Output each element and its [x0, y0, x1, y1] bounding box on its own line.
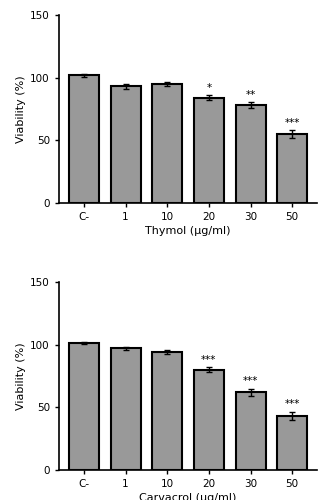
Bar [111, 86, 141, 203]
Bar [152, 352, 182, 470]
Bar [152, 84, 182, 203]
Text: *: * [206, 82, 212, 92]
Y-axis label: Viability (%): Viability (%) [16, 342, 26, 410]
Text: ***: *** [284, 399, 300, 409]
Text: **: ** [245, 90, 256, 100]
Text: ***: *** [243, 376, 258, 386]
Bar [235, 105, 266, 203]
Y-axis label: Viability (%): Viability (%) [16, 75, 26, 143]
Bar [111, 348, 141, 470]
X-axis label: Carvacrol (μg/ml): Carvacrol (μg/ml) [139, 493, 237, 500]
Bar [235, 392, 266, 470]
Bar [277, 416, 307, 470]
Text: ***: *** [284, 118, 300, 128]
Text: ***: *** [201, 354, 216, 364]
X-axis label: Thymol (μg/ml): Thymol (μg/ml) [145, 226, 231, 236]
Bar [69, 75, 99, 203]
Bar [69, 344, 99, 470]
Bar [277, 134, 307, 203]
Bar [194, 98, 224, 203]
Bar [194, 370, 224, 470]
